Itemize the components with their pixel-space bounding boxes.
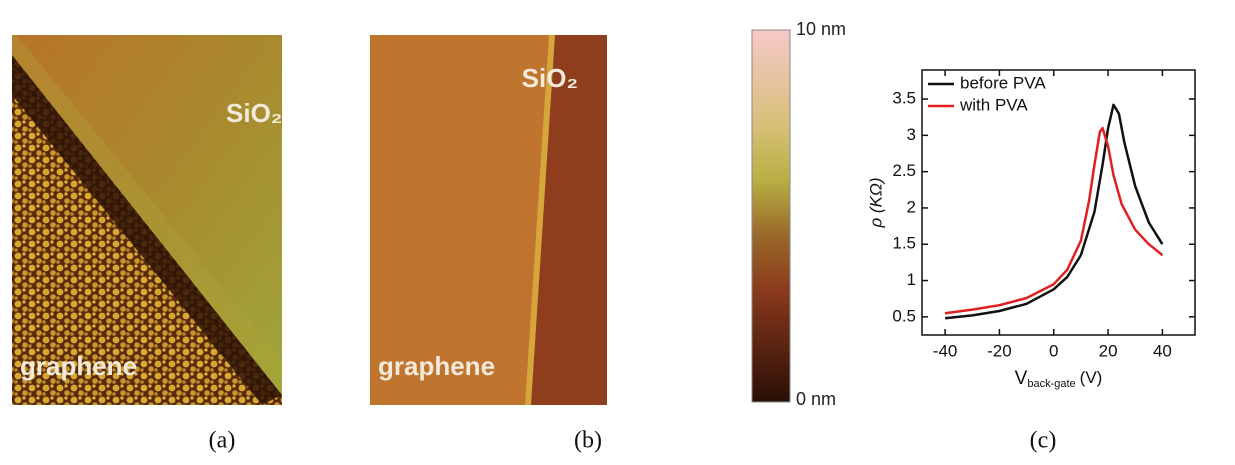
x-axis-label-unit: (V) [1080, 368, 1103, 387]
sio2-label: SiO₂ [522, 63, 578, 93]
series-line [944, 103, 1164, 320]
y-tick-label: 3 [907, 125, 916, 144]
y-tick-label: 1.5 [892, 234, 916, 253]
y-tick-label: 0.5 [892, 306, 916, 325]
colorbar-min-label: 0 nm [796, 389, 836, 409]
graphene-label: graphene [378, 351, 495, 381]
edge-line [525, 35, 555, 405]
x-tick-label: 20 [1099, 341, 1118, 360]
y-tick-label: 2 [907, 197, 916, 216]
line-chart: 0.5 1 1.5 2 2.5 3 3.5 -40 -20 0 20 40 ρ (KΩ) Vback-ga… [866, 69, 1196, 390]
plot-frame [921, 69, 1196, 336]
x-axis-label: Vback-gate (V) [1015, 368, 1103, 390]
x-tick-label: 0 [1049, 341, 1058, 360]
x-axis-label-main: V [1015, 368, 1028, 389]
x-tick-label: -40 [933, 341, 958, 360]
legend-label: before PVA [960, 73, 1046, 92]
edge-band [12, 55, 282, 405]
y-tick-label: 2.5 [892, 161, 916, 180]
x-tick-label: 40 [1153, 341, 1172, 360]
y-tick-label: 3.5 [892, 89, 916, 108]
colorbar [751, 29, 791, 403]
y-axis-label: ρ (KΩ) [866, 177, 885, 228]
caption: (b) [574, 428, 602, 454]
afm-image-b [370, 35, 607, 405]
caption: (a) [209, 428, 236, 454]
x-axis-label-sub: back-gate [1027, 378, 1075, 390]
colorbar-max-label: 10 nm [796, 19, 846, 39]
legend-label: with PVA [959, 95, 1028, 114]
afm-image-a [12, 35, 282, 405]
edge-glow [12, 35, 282, 395]
x-tick-label: -20 [987, 341, 1012, 360]
series-line [944, 126, 1164, 315]
caption: (c) [1030, 428, 1057, 454]
y-tick-label: 1 [907, 270, 916, 289]
sio2-label: SiO₂ [226, 98, 282, 128]
graphene-label: graphene [20, 351, 137, 381]
